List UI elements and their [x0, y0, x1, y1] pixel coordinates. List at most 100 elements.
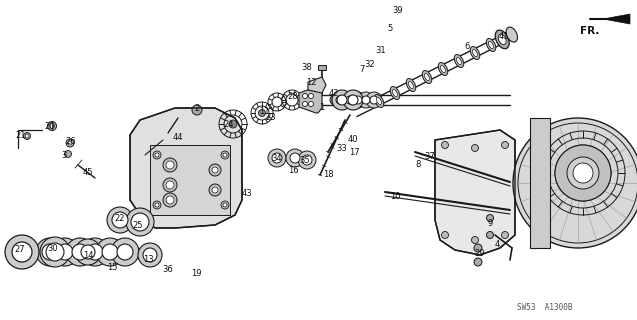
Circle shape: [223, 203, 227, 207]
Text: 7: 7: [359, 65, 365, 74]
Circle shape: [221, 201, 229, 209]
Text: 25: 25: [132, 220, 143, 229]
Circle shape: [25, 134, 29, 138]
Text: 13: 13: [143, 255, 154, 265]
Ellipse shape: [390, 86, 400, 100]
Circle shape: [48, 122, 57, 131]
Circle shape: [330, 95, 340, 105]
Circle shape: [370, 96, 378, 104]
Circle shape: [40, 237, 70, 267]
Text: 19: 19: [190, 268, 201, 277]
Circle shape: [163, 178, 177, 192]
Text: 41: 41: [499, 31, 509, 41]
Circle shape: [441, 231, 448, 238]
Bar: [318, 65, 326, 70]
Bar: [530, 118, 550, 248]
Text: 38: 38: [302, 62, 312, 71]
Text: 23: 23: [266, 113, 276, 122]
Ellipse shape: [498, 34, 506, 44]
Text: 29: 29: [475, 249, 485, 258]
Circle shape: [131, 213, 149, 231]
Circle shape: [166, 181, 174, 189]
Text: 8: 8: [415, 159, 420, 169]
Circle shape: [153, 151, 161, 159]
Circle shape: [366, 92, 382, 108]
Circle shape: [487, 214, 494, 221]
Circle shape: [50, 124, 55, 129]
Circle shape: [259, 109, 266, 116]
Circle shape: [343, 90, 363, 110]
Ellipse shape: [486, 38, 496, 52]
Circle shape: [81, 245, 95, 259]
Circle shape: [308, 101, 313, 107]
Circle shape: [303, 93, 308, 99]
Circle shape: [209, 184, 221, 196]
Polygon shape: [308, 77, 326, 93]
Circle shape: [441, 141, 448, 148]
Text: 26: 26: [66, 137, 76, 146]
Text: 16: 16: [288, 165, 298, 174]
Text: SW53  A1300B: SW53 A1300B: [517, 303, 573, 313]
Circle shape: [192, 105, 202, 115]
Circle shape: [229, 120, 237, 128]
Text: 1: 1: [319, 102, 325, 111]
Text: 5: 5: [387, 23, 392, 33]
Text: 2: 2: [194, 103, 199, 113]
Circle shape: [209, 164, 221, 176]
Circle shape: [286, 149, 304, 167]
Circle shape: [358, 92, 374, 108]
Circle shape: [350, 92, 366, 108]
Ellipse shape: [375, 94, 383, 108]
Text: 43: 43: [241, 188, 252, 197]
Circle shape: [268, 149, 286, 167]
Circle shape: [332, 90, 352, 110]
Ellipse shape: [506, 27, 517, 42]
Circle shape: [348, 95, 358, 105]
Text: 4: 4: [494, 239, 499, 249]
Circle shape: [354, 96, 362, 104]
Text: 39: 39: [392, 5, 403, 14]
Circle shape: [66, 139, 74, 147]
Text: 21: 21: [16, 131, 26, 140]
Ellipse shape: [376, 97, 382, 105]
Circle shape: [487, 231, 494, 238]
Text: 20: 20: [45, 122, 55, 131]
Circle shape: [212, 167, 218, 173]
Text: 30: 30: [48, 244, 59, 252]
Text: 45: 45: [83, 167, 93, 177]
Text: 9: 9: [487, 219, 492, 228]
Circle shape: [346, 96, 354, 104]
Text: 12: 12: [306, 77, 316, 86]
Circle shape: [112, 212, 128, 228]
Circle shape: [24, 132, 31, 140]
Ellipse shape: [392, 89, 397, 97]
Bar: [150, 145, 230, 215]
Text: 31: 31: [376, 45, 386, 54]
Circle shape: [272, 153, 282, 163]
Text: 6: 6: [464, 42, 469, 51]
Text: 24: 24: [224, 119, 234, 129]
Circle shape: [87, 244, 103, 260]
Ellipse shape: [473, 49, 478, 57]
Circle shape: [12, 242, 32, 262]
Circle shape: [303, 101, 308, 107]
Circle shape: [298, 151, 316, 169]
Polygon shape: [435, 130, 515, 255]
Polygon shape: [603, 14, 630, 24]
Polygon shape: [299, 87, 322, 113]
Circle shape: [72, 244, 88, 260]
Circle shape: [567, 157, 599, 189]
Text: 42: 42: [329, 89, 340, 98]
Text: 34: 34: [272, 154, 282, 163]
Circle shape: [117, 244, 133, 260]
Circle shape: [501, 231, 508, 238]
Ellipse shape: [438, 62, 448, 76]
Circle shape: [290, 153, 300, 163]
Circle shape: [155, 203, 159, 207]
Text: FR.: FR.: [580, 26, 599, 36]
Text: 44: 44: [173, 132, 183, 141]
Circle shape: [336, 96, 344, 104]
Circle shape: [513, 118, 637, 248]
Circle shape: [474, 258, 482, 266]
Circle shape: [163, 158, 177, 172]
